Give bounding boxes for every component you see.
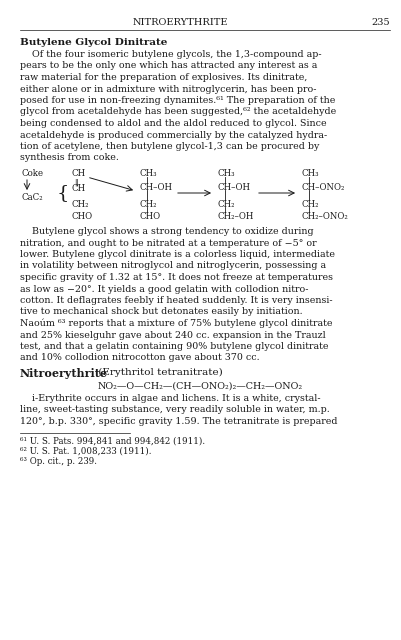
- Text: tion of acetylene, then butylene glycol-1,3 can be procured by: tion of acetylene, then butylene glycol-…: [20, 142, 319, 151]
- Text: NITROERYTHRITE: NITROERYTHRITE: [132, 18, 228, 27]
- Text: acetaldehyde is produced commercially by the catalyzed hydra-: acetaldehyde is produced commercially by…: [20, 131, 327, 140]
- Text: Naoúm ⁶³ reports that a mixture of 75% butylene glycol dinitrate: Naoúm ⁶³ reports that a mixture of 75% b…: [20, 319, 332, 328]
- Text: glycol from acetaldehyde has been suggested,⁶² the acetaldehyde: glycol from acetaldehyde has been sugges…: [20, 108, 336, 116]
- Text: CH₃: CH₃: [140, 169, 158, 178]
- Text: {: {: [57, 184, 69, 202]
- Text: CH₃: CH₃: [302, 169, 320, 178]
- Text: 235: 235: [371, 18, 390, 27]
- Text: CH: CH: [71, 184, 85, 193]
- Text: nitration, and ought to be nitrated at a temperature of −5° or: nitration, and ought to be nitrated at a…: [20, 239, 317, 248]
- Text: in volatility between nitroglycol and nitroglycerin, possessing a: in volatility between nitroglycol and ni…: [20, 262, 326, 271]
- Text: lower. Butylene glycol dinitrate is a colorless liquid, intermediate: lower. Butylene glycol dinitrate is a co…: [20, 250, 335, 259]
- Text: CH₃: CH₃: [218, 169, 236, 178]
- Text: specific gravity of 1.32 at 15°. It does not freeze at temperatures: specific gravity of 1.32 at 15°. It does…: [20, 273, 333, 282]
- Text: Butylene Glycol Dinitrate: Butylene Glycol Dinitrate: [20, 38, 167, 47]
- Text: Butylene glycol shows a strong tendency to oxidize during: Butylene glycol shows a strong tendency …: [20, 227, 314, 236]
- Text: CaC₂: CaC₂: [22, 193, 44, 202]
- Text: Coke: Coke: [22, 169, 44, 178]
- Text: i-Erythrite occurs in algae and lichens. It is a white, crystal-: i-Erythrite occurs in algae and lichens.…: [20, 394, 321, 403]
- Text: Nitroerythrite: Nitroerythrite: [20, 368, 108, 379]
- Text: ⁶² U. S. Pat. 1,008,233 (1911).: ⁶² U. S. Pat. 1,008,233 (1911).: [20, 447, 152, 456]
- Text: CH–OH: CH–OH: [218, 183, 251, 192]
- Text: raw material for the preparation of explosives. Its dinitrate,: raw material for the preparation of expl…: [20, 73, 308, 82]
- Text: line, sweet-tasting substance, very readily soluble in water, m.p.: line, sweet-tasting substance, very read…: [20, 406, 330, 415]
- Text: being condensed to aldol and the aldol reduced to glycol. Since: being condensed to aldol and the aldol r…: [20, 119, 327, 128]
- Text: either alone or in admixture with nitroglycerin, has been pro-: either alone or in admixture with nitrog…: [20, 84, 316, 93]
- Text: test, and that a gelatin containing 90% butylene glycol dinitrate: test, and that a gelatin containing 90% …: [20, 342, 328, 351]
- Text: CH₂–ONO₂: CH₂–ONO₂: [302, 212, 349, 221]
- Text: ‖: ‖: [74, 179, 78, 187]
- Text: synthesis from coke.: synthesis from coke.: [20, 154, 119, 163]
- Text: as low as −20°. It yields a good gelatin with collodion nitro-: as low as −20°. It yields a good gelatin…: [20, 285, 308, 294]
- Text: CH₂: CH₂: [71, 200, 89, 209]
- Text: 120°, b.p. 330°, specific gravity 1.59. The tetranitrate is prepared: 120°, b.p. 330°, specific gravity 1.59. …: [20, 417, 338, 426]
- Text: CHO: CHO: [140, 212, 161, 221]
- Text: ⁶³ Op. cit., p. 239.: ⁶³ Op. cit., p. 239.: [20, 456, 97, 465]
- Text: posed for use in non-freezing dynamites.⁶¹ The preparation of the: posed for use in non-freezing dynamites.…: [20, 96, 335, 105]
- Text: tive to mechanical shock but detonates easily by initiation.: tive to mechanical shock but detonates e…: [20, 307, 303, 317]
- Text: cotton. It deflagrates feebly if heated suddenly. It is very insensi-: cotton. It deflagrates feebly if heated …: [20, 296, 332, 305]
- Text: Of the four isomeric butylene glycols, the 1,3-compound ap-: Of the four isomeric butylene glycols, t…: [20, 50, 322, 59]
- Text: and 10% collodion nitrocotton gave about 370 cc.: and 10% collodion nitrocotton gave about…: [20, 353, 259, 362]
- Text: and 25% kieselguhr gave about 240 cc. expansion in the Trauzl: and 25% kieselguhr gave about 240 cc. ex…: [20, 330, 326, 339]
- Text: NO₂—O—CH₂—(CH—ONO₂)₂—CH₂—ONO₂: NO₂—O—CH₂—(CH—ONO₂)₂—CH₂—ONO₂: [97, 381, 303, 390]
- Text: CH–OH: CH–OH: [140, 183, 173, 192]
- Text: CH₂: CH₂: [218, 200, 235, 209]
- Text: (Erythritol tetranitrate): (Erythritol tetranitrate): [95, 368, 223, 377]
- Text: ⁶¹ U. S. Pats. 994,841 and 994,842 (1911).: ⁶¹ U. S. Pats. 994,841 and 994,842 (1911…: [20, 436, 205, 445]
- Text: CH–ONO₂: CH–ONO₂: [302, 183, 345, 192]
- Text: CH₂: CH₂: [302, 200, 320, 209]
- Text: CH: CH: [71, 169, 85, 178]
- Text: CH₂–OH: CH₂–OH: [218, 212, 254, 221]
- Text: CH₂: CH₂: [140, 200, 158, 209]
- Text: CHO: CHO: [71, 212, 92, 221]
- Text: pears to be the only one which has attracted any interest as a: pears to be the only one which has attra…: [20, 61, 317, 70]
